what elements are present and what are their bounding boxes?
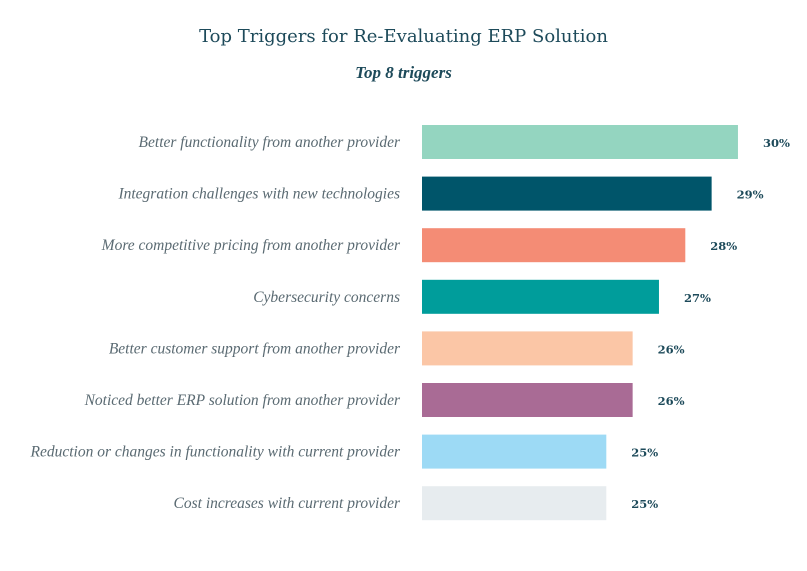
chart-title: Top Triggers for Re-Evaluating ERP Solut… [199,26,608,47]
category-label: Reduction or changes in functionality wi… [29,444,400,461]
category-label: Better customer support from another pro… [109,340,401,357]
value-label: 26% [658,342,685,356]
category-label: Integration challenges with new technolo… [117,186,400,203]
value-label: 30% [763,136,790,150]
value-label: 26% [658,394,685,408]
value-label: 25% [631,446,658,460]
category-label: Better functionality from another provid… [139,134,401,151]
bar [422,228,686,263]
chart-subtitle: Top 8 triggers [355,63,452,82]
bar [422,279,659,314]
value-label: 28% [710,239,737,253]
bar [422,383,633,417]
bar [422,331,633,366]
category-label: Cost increases with current provider [174,495,401,512]
category-label: More competitive pricing from another pr… [101,237,401,254]
value-label: 29% [737,188,764,202]
category-label: Cybersecurity concerns [253,289,400,306]
value-label: 27% [684,291,711,305]
bar [422,176,712,211]
bar [422,486,607,521]
value-label: 25% [631,497,658,511]
bar [422,434,607,469]
category-label: Noticed better ERP solution from another… [84,392,401,409]
bar [422,125,738,159]
